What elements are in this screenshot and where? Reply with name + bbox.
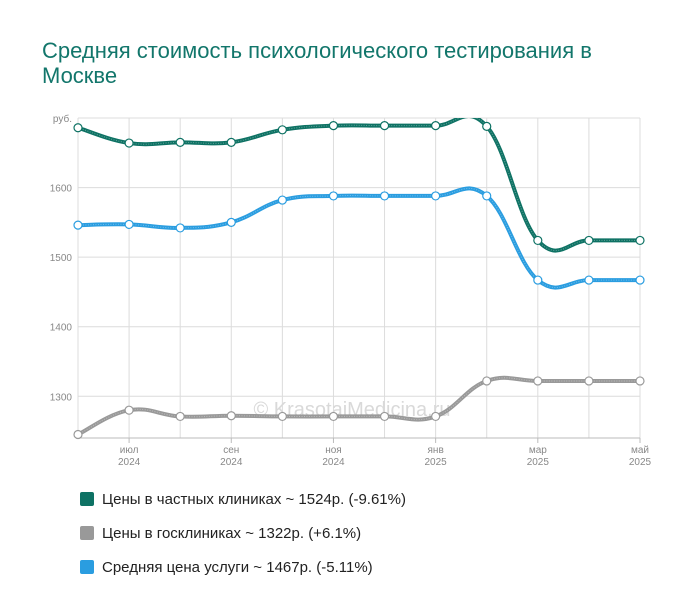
x-tick-label: 2025	[527, 457, 550, 468]
data-point	[482, 191, 492, 201]
data-point	[73, 220, 83, 230]
data-point	[73, 429, 83, 440]
series-line	[76, 186, 642, 290]
data-point	[379, 191, 390, 201]
x-tick-label: 2025	[629, 457, 652, 468]
data-point	[73, 123, 83, 133]
data-point	[431, 191, 441, 201]
y-tick-label: 1400	[50, 323, 73, 334]
data-point	[124, 219, 134, 230]
x-tick-label: 2025	[425, 457, 448, 468]
x-tick-label: июл	[120, 445, 139, 456]
data-point	[277, 125, 287, 135]
data-point	[482, 376, 492, 386]
x-tick-label: май	[631, 445, 649, 456]
data-point	[379, 411, 390, 422]
line-chart: 1300140015001600руб.июл2024сен2024ноя202…	[50, 113, 652, 468]
data-point	[584, 275, 594, 285]
y-tick-label: 1500	[50, 253, 73, 264]
data-point	[175, 411, 185, 422]
legend-swatch	[80, 526, 94, 540]
data-point	[584, 376, 594, 386]
data-point	[635, 235, 645, 246]
series-line	[76, 118, 642, 253]
data-point	[226, 137, 236, 147]
x-tick-label: ноя	[325, 445, 342, 456]
chart-title: Средняя стоимость психологического тести…	[42, 38, 592, 88]
x-tick-label: 2024	[322, 457, 345, 468]
legend-swatch	[80, 560, 94, 574]
data-point	[124, 138, 134, 148]
data-point	[431, 411, 441, 422]
data-point	[584, 235, 594, 246]
legend-label: Цены в частных клиниках ~ 1524р. (-9.61%…	[102, 490, 406, 508]
x-tick-label: 2024	[118, 457, 141, 468]
data-point	[328, 411, 339, 422]
data-point	[635, 275, 645, 285]
series-line-texture	[77, 187, 640, 289]
data-point	[635, 376, 645, 386]
data-point	[533, 376, 543, 386]
legend-swatch	[80, 492, 94, 506]
data-point	[328, 121, 339, 131]
data-point	[431, 121, 441, 131]
series-line-texture	[77, 118, 640, 252]
series-0-group	[76, 118, 642, 253]
legend: Цены в частных клиниках ~ 1524р. (-9.61%…	[80, 488, 406, 590]
data-point	[226, 217, 236, 227]
data-point	[533, 275, 543, 285]
series-2-group	[76, 186, 642, 290]
y-axis-label: руб.	[53, 113, 72, 125]
data-point	[175, 137, 185, 147]
data-point	[379, 121, 390, 131]
data-point	[482, 121, 492, 131]
legend-item-public[interactable]: Цены в госклиниках ~ 1322р. (+6.1%)	[80, 522, 406, 544]
data-point	[277, 411, 287, 422]
legend-item-private[interactable]: Цены в частных клиниках ~ 1524р. (-9.61%…	[80, 488, 406, 510]
x-tick-label: 2024	[220, 457, 243, 468]
data-point	[533, 235, 543, 246]
x-tick-label: янв	[428, 445, 444, 456]
y-tick-label: 1600	[50, 184, 73, 195]
x-tick-label: мар	[529, 445, 547, 456]
data-point	[124, 405, 134, 415]
legend-item-average[interactable]: Средняя цена услуги ~ 1467р. (-5.11%)	[80, 556, 406, 578]
legend-label: Средняя цена услуги ~ 1467р. (-5.11%)	[102, 558, 373, 576]
legend-label: Цены в госклиниках ~ 1322р. (+6.1%)	[102, 524, 362, 542]
data-point	[328, 191, 339, 201]
y-tick-label: 1300	[50, 392, 73, 403]
data-point	[175, 223, 185, 233]
data-point	[277, 195, 287, 205]
data-point	[226, 411, 236, 421]
x-tick-label: сен	[223, 445, 239, 456]
